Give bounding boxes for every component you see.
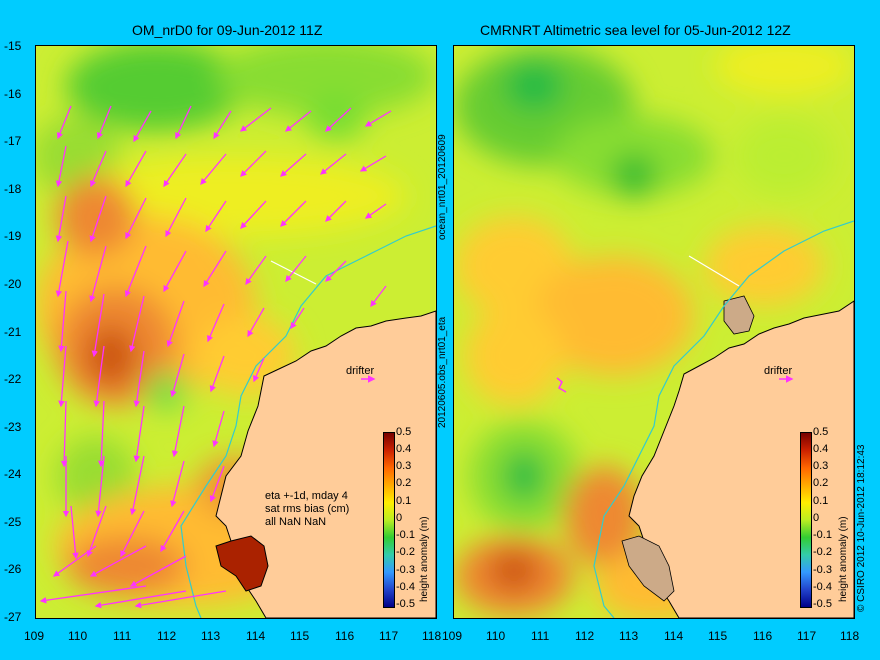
cb-tick: -0.2 (813, 546, 832, 558)
x-tick: 115 (290, 629, 310, 643)
cb-tick: 0.5 (813, 426, 829, 438)
y-tick: -21 (4, 325, 22, 339)
cb-tick: -0.3 (813, 564, 832, 576)
stats-line: eta +-1d, mday 4 (265, 490, 348, 502)
x-tick: 117 (797, 629, 817, 643)
right-map-field (454, 46, 854, 618)
right-colorbar-label: height anomaly (m) (838, 516, 849, 602)
x-tick: 115 (708, 629, 728, 643)
cb-tick: 0.3 (813, 460, 829, 472)
cb-tick: -0.1 (813, 529, 832, 541)
x-tick: 116 (335, 629, 355, 643)
y-tick: -23 (4, 420, 22, 434)
x-tick: 116 (753, 629, 773, 643)
left-map-panel (35, 45, 437, 619)
x-tick: 111 (531, 629, 550, 643)
x-tick: 112 (157, 629, 177, 643)
cb-tick: -0.4 (396, 581, 415, 593)
y-tick: -27 (4, 610, 22, 624)
cb-tick: -0.4 (813, 581, 832, 593)
y-tick: -15 (4, 39, 22, 53)
x-tick: 118 (840, 629, 860, 643)
cb-tick: 0.4 (396, 443, 412, 455)
x-tick: 113 (619, 629, 639, 643)
cb-tick: -0.5 (396, 598, 415, 610)
y-tick: -26 (4, 562, 22, 576)
cb-tick: 0.5 (396, 426, 412, 438)
left-panel-title: OM_nrD0 for 09-Jun-2012 11Z (132, 22, 323, 38)
cb-tick: 0.4 (813, 443, 829, 455)
cb-tick: -0.1 (396, 529, 415, 541)
y-tick: -22 (4, 372, 22, 386)
right-map-panel (453, 45, 855, 619)
right-colorbar (800, 432, 812, 608)
x-tick: 109 (24, 629, 45, 643)
x-tick: 114 (664, 629, 684, 643)
cb-tick: 0 (813, 512, 820, 524)
model-run-label: ocean_nrt01_20120609 (437, 134, 448, 240)
y-tick: -17 (4, 134, 22, 148)
x-tick: 109 (442, 629, 463, 643)
x-tick: 118 (422, 629, 442, 643)
cb-tick: -0.3 (396, 564, 415, 576)
x-tick: 110 (486, 629, 506, 643)
y-tick: -18 (4, 182, 22, 196)
x-tick: 117 (379, 629, 399, 643)
y-tick: -19 (4, 229, 22, 243)
cb-tick: 0.3 (396, 460, 412, 472)
stats-annotation: eta +-1d, mday 4 sat rms bias (cm) all N… (265, 490, 349, 529)
x-tick: 112 (575, 629, 595, 643)
stats-line: all NaN NaN (265, 516, 327, 528)
left-map-field (36, 46, 436, 618)
x-tick: 111 (113, 629, 132, 643)
cb-tick: -0.5 (813, 598, 832, 610)
x-tick: 114 (246, 629, 266, 643)
stats-line: sat rms bias (cm) (265, 503, 350, 515)
x-tick: 113 (201, 629, 221, 643)
copyright-label: © CSIRO 2012 10-Jun-2012 18:12:43 (856, 444, 867, 612)
right-drifter-label: drifter (764, 365, 793, 377)
y-tick: -25 (4, 515, 22, 529)
y-tick: -24 (4, 467, 22, 481)
left-colorbar (383, 432, 395, 608)
cb-tick: 0 (396, 512, 403, 524)
left-drifter-label: drifter (346, 365, 375, 377)
obs-run-label: 20120605.obs_nrt01_eta (437, 316, 448, 428)
x-tick: 110 (68, 629, 88, 643)
right-panel-title: CMRNRT Altimetric sea level for 05-Jun-2… (480, 22, 791, 38)
y-tick: -20 (4, 277, 22, 291)
cb-tick: 0.2 (396, 477, 412, 489)
cb-tick: -0.2 (396, 546, 415, 558)
cb-tick: 0.2 (813, 477, 829, 489)
current-arrows (39, 105, 392, 609)
cb-tick: 0.1 (813, 495, 829, 507)
cb-tick: 0.1 (396, 495, 412, 507)
y-tick: -16 (4, 87, 22, 101)
left-colorbar-label: height anomaly (m) (419, 516, 430, 602)
